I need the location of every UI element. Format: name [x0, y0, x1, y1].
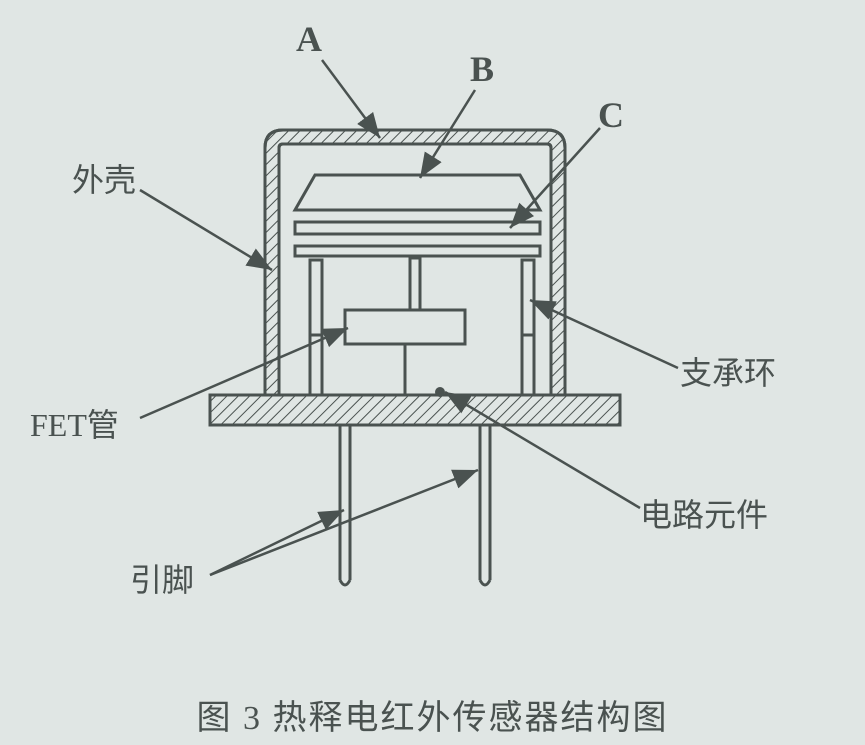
- label-C: C: [598, 94, 624, 136]
- label-fet: FET管: [30, 400, 119, 446]
- figure-caption: 图 3 热释电红外传感器结构图: [0, 690, 865, 739]
- label-A: A: [296, 18, 322, 60]
- label-shell: 外壳: [72, 155, 136, 201]
- label-B: B: [470, 48, 494, 90]
- label-support-ring: 支承环: [680, 348, 776, 394]
- label-pins: 引脚: [130, 555, 194, 601]
- label-circuit: 电路元件: [640, 490, 768, 536]
